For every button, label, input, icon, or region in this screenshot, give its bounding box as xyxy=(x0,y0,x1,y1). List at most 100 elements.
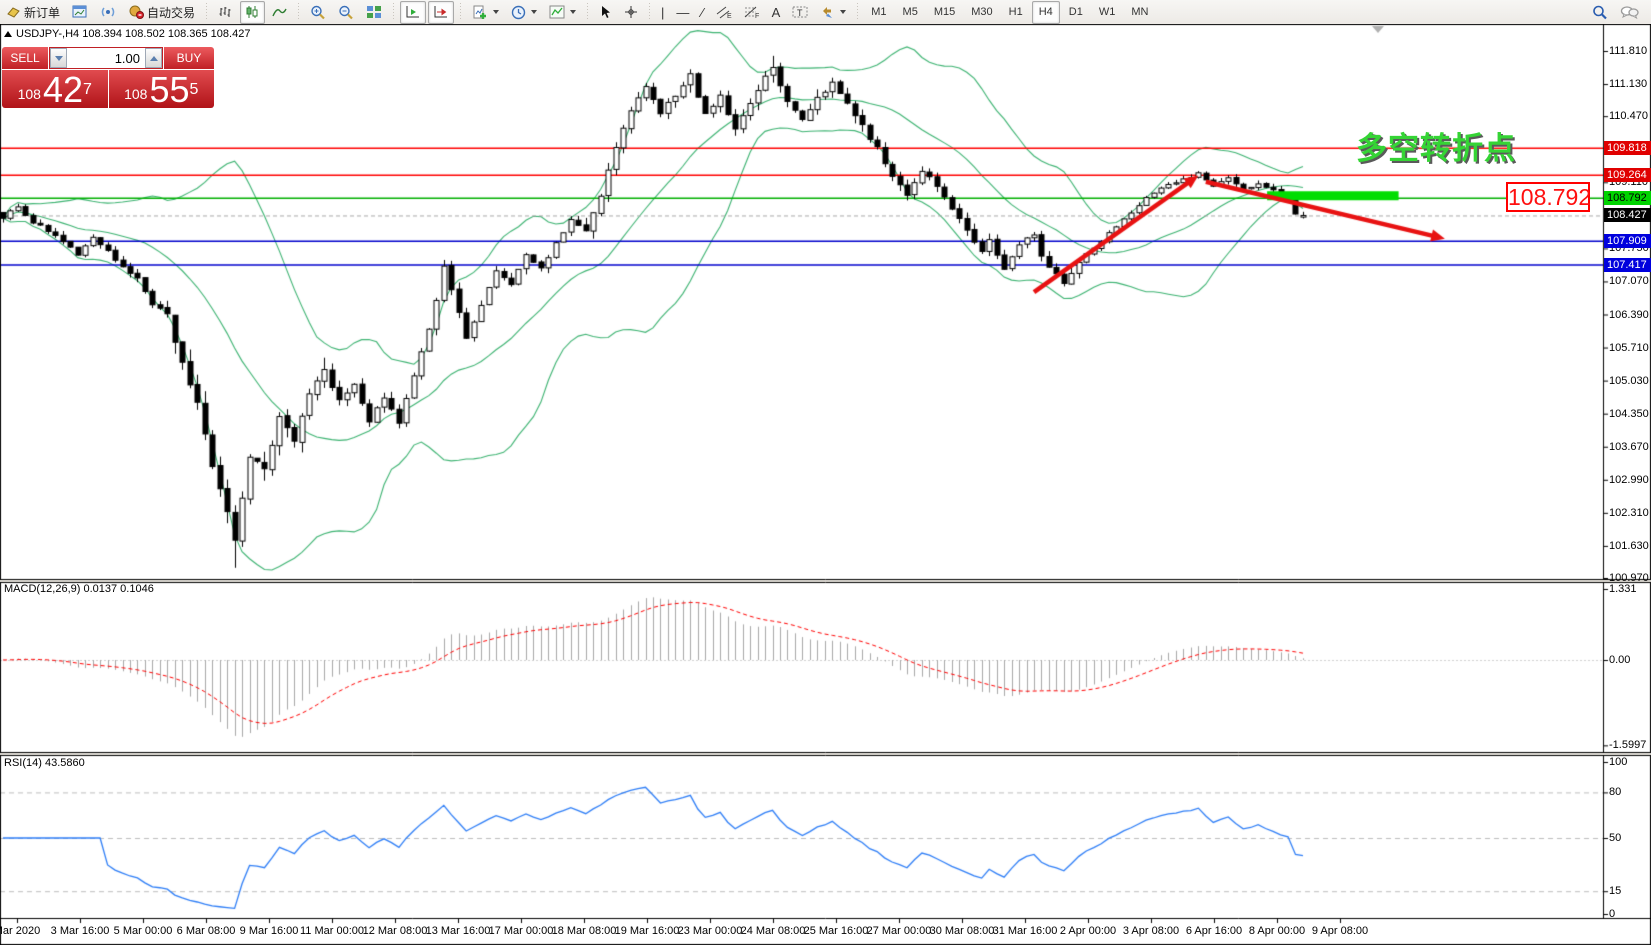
horizontal-line-tool-button[interactable]: — xyxy=(671,1,694,24)
text-icon: A xyxy=(771,4,781,20)
spinner-down-icon xyxy=(54,55,63,61)
time-axis-label: 13 Mar 16:00 xyxy=(425,925,491,937)
time-axis-label: 27 Mar 00:00 xyxy=(866,925,932,937)
periods-dropdown-caret xyxy=(531,10,538,14)
periods-button[interactable] xyxy=(506,1,542,24)
sell-quote-button[interactable]: 108 42 7 xyxy=(2,70,108,108)
rsi-axis-tick: 50 xyxy=(1609,832,1622,844)
auto-trading-button[interactable]: 自动交易 xyxy=(123,1,200,24)
bar-chart-icon xyxy=(219,7,231,17)
time-axis-label: 17 Mar 00:00 xyxy=(488,925,554,937)
templates-button[interactable] xyxy=(544,1,581,24)
price-badge: 109.818 xyxy=(1604,140,1651,155)
market-watch-button[interactable] xyxy=(67,1,93,24)
timeframe-group: M1 M5 M15 M30 H1 H4 D1 W1 MN xyxy=(863,0,1156,24)
price-axis-tick: 100.970 xyxy=(1609,572,1649,584)
chart-shift-button[interactable] xyxy=(428,0,455,24)
buy-quote-button[interactable]: 108 55 5 xyxy=(108,69,214,110)
volume-decrease-button[interactable] xyxy=(50,48,67,68)
vertical-line-icon: | xyxy=(661,4,665,20)
new-order-icon xyxy=(7,7,20,18)
cursor-icon xyxy=(602,6,611,18)
price-axis-tick: 101.630 xyxy=(1609,539,1649,552)
timeframe-w1-button[interactable]: W1 xyxy=(1098,6,1116,18)
current-price-badge: 108.427 xyxy=(1604,208,1651,223)
price-axis-tick: 104.350 xyxy=(1609,407,1649,420)
chart-annotation-text: 多空转折点 xyxy=(1356,131,1516,166)
time-axis-label: 3 Apr 08:00 xyxy=(1122,925,1180,937)
price-axis-tick: 107.070 xyxy=(1609,275,1649,288)
macd-axis-tick: 1.331 xyxy=(1609,582,1637,595)
text-label-icon: T xyxy=(792,6,808,18)
market-watch-icon xyxy=(72,5,87,18)
timeframe-m1-button[interactable]: M1 xyxy=(871,6,887,18)
symbol-collapse-icon[interactable] xyxy=(4,31,12,37)
time-axis-label: 19 Mar 16:00 xyxy=(614,925,680,937)
zoom-in-button[interactable] xyxy=(305,1,331,24)
search-icon xyxy=(1593,5,1607,19)
price-badge: 108.792 xyxy=(1604,190,1651,205)
time-axis-label: 23 Mar 00:00 xyxy=(677,925,743,937)
trendline-tool-button[interactable]: ⁄ xyxy=(696,1,708,24)
arrows-tool-button[interactable] xyxy=(815,1,851,24)
price-level-label[interactable]: 108.792 xyxy=(1506,182,1592,212)
volume-box xyxy=(49,47,163,69)
rsi-axis-tick: 0 xyxy=(1609,908,1616,920)
signals-icon xyxy=(101,7,115,17)
vertical-line-tool-button[interactable]: | xyxy=(656,1,669,24)
fibonacci-tool-button[interactable]: F xyxy=(739,1,765,24)
time-axis-label: 24 Mar 08:00 xyxy=(740,925,806,937)
time-axis-label: 5 Mar 00:00 xyxy=(113,925,173,937)
zoom-out-icon xyxy=(339,5,353,19)
fibonacci-icon: F xyxy=(744,6,759,19)
text-label-tool-button[interactable]: T xyxy=(787,1,813,24)
timeframe-mn-button[interactable]: MN xyxy=(1131,6,1149,18)
toolbar-separator xyxy=(647,3,653,21)
buy-price-pips: 55 xyxy=(149,69,190,110)
time-axis-label: Mar 2020 xyxy=(0,925,41,937)
volume-increase-button[interactable] xyxy=(145,48,162,68)
rsi-axis-tick: 100 xyxy=(1609,756,1628,768)
candlestick-chart-button[interactable] xyxy=(240,0,266,24)
bar-chart-button[interactable] xyxy=(213,1,238,24)
indicators-button[interactable] xyxy=(467,1,504,24)
buy-price-point: 5 xyxy=(189,81,199,98)
price-axis-tick: 105.710 xyxy=(1609,341,1649,354)
timeframe-h4-button[interactable]: H4 xyxy=(1031,0,1060,24)
new-order-label: 新订单 xyxy=(24,5,61,20)
line-chart-button[interactable] xyxy=(267,1,292,24)
macd-axis-tick: -1.5997 xyxy=(1609,739,1647,752)
volume-input[interactable] xyxy=(67,48,145,68)
price-axis-tick: 105.030 xyxy=(1609,374,1649,387)
candlestick-chart-icon xyxy=(246,6,258,18)
buy-button[interactable]: BUY xyxy=(164,47,214,69)
signals-button[interactable] xyxy=(95,1,121,24)
channel-tool-button[interactable]: E xyxy=(711,1,737,24)
chart-plot-area[interactable] xyxy=(0,24,1651,945)
toolbar-separator xyxy=(585,3,591,21)
arrows-icon xyxy=(823,7,833,18)
auto-trading-icon xyxy=(129,5,145,19)
timeframe-h1-button[interactable]: H1 xyxy=(1008,6,1023,18)
price-axis-tick: 102.990 xyxy=(1609,473,1649,486)
timeframe-m15-button[interactable]: M15 xyxy=(933,6,956,18)
text-tool-button[interactable]: A xyxy=(767,1,786,24)
sell-button[interactable]: SELL xyxy=(2,47,48,69)
timeframe-m30-button[interactable]: M30 xyxy=(971,6,993,18)
sell-price-figure: 108 xyxy=(17,86,41,102)
crosshair-button[interactable] xyxy=(619,1,643,24)
templates-icon xyxy=(549,5,565,19)
periods-clock-icon xyxy=(511,5,526,19)
new-order-button[interactable]: 新订单 xyxy=(1,1,65,24)
timeframe-d1-button[interactable]: D1 xyxy=(1068,6,1083,18)
timeframe-m5-button[interactable]: M5 xyxy=(902,6,918,18)
price-axis-tick: 111.130 xyxy=(1609,78,1648,91)
search-button[interactable] xyxy=(1587,1,1613,24)
zoom-out-button[interactable] xyxy=(333,1,359,24)
tile-windows-button[interactable] xyxy=(361,1,387,24)
auto-scroll-button[interactable] xyxy=(400,0,427,24)
cursor-button[interactable] xyxy=(594,1,617,24)
toolbar-separator xyxy=(855,3,861,21)
chat-button[interactable] xyxy=(1615,1,1644,24)
